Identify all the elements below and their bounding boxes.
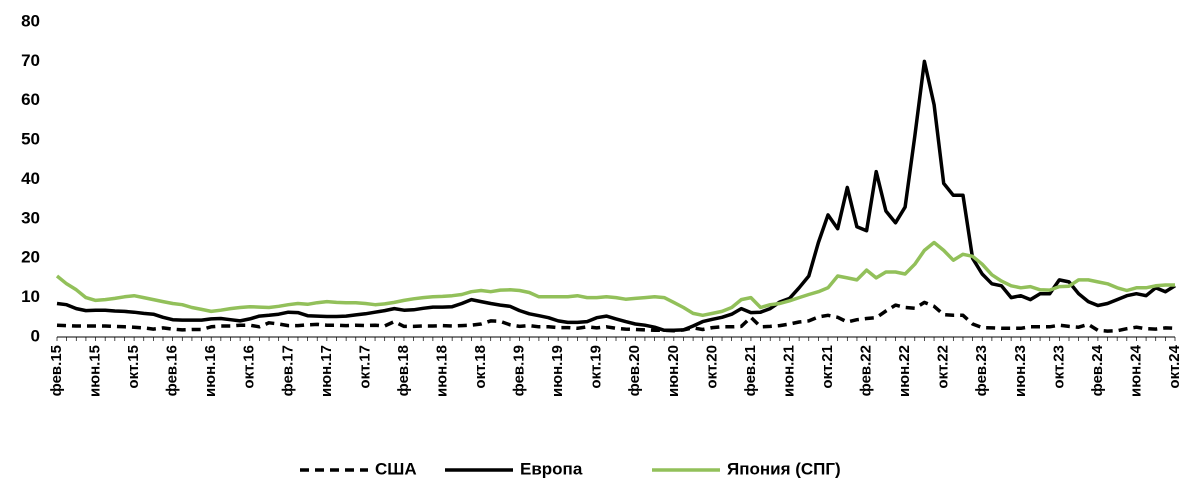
x-tick-label: фев.17: [279, 345, 296, 396]
y-tick-label: 70: [21, 51, 40, 70]
x-tick-label: июн.19: [549, 345, 566, 397]
x-tick-label: фев.24: [1089, 344, 1106, 396]
x-tick-label: фев.16: [164, 345, 181, 396]
y-tick-label: 30: [21, 208, 40, 227]
x-tick-label: окт.19: [588, 345, 605, 389]
x-tick-label: фев.19: [511, 345, 528, 396]
y-tick-label: 50: [21, 130, 40, 149]
x-tick-label: фев.21: [742, 345, 759, 396]
x-tick-label: окт.21: [819, 345, 836, 389]
x-tick-label: фев.18: [395, 345, 412, 396]
x-tick-label: июн.15: [87, 345, 104, 397]
y-tick-label: 60: [21, 90, 40, 109]
y-tick-label: 10: [21, 287, 40, 306]
x-tick-label: июн.18: [433, 345, 450, 397]
x-tick-label: июн.24: [1127, 344, 1144, 397]
legend-label: Япония (СПГ): [727, 459, 841, 478]
x-tick-label: окт.18: [472, 345, 489, 389]
legend-label: США: [375, 459, 417, 478]
x-tick-label: фев.15: [48, 345, 65, 396]
y-tick-label: 0: [31, 326, 40, 345]
y-tick-label: 40: [21, 169, 40, 188]
x-tick-label: фев.23: [973, 345, 990, 396]
x-tick-label: фев.20: [626, 345, 643, 396]
series-line: [56, 59, 1176, 333]
x-tick-label: июн.16: [202, 345, 219, 397]
x-tick-label: фев.22: [858, 345, 875, 396]
y-tick-label: 80: [21, 11, 40, 30]
x-tick-label: окт.17: [356, 345, 373, 389]
x-tick-label: окт.16: [241, 345, 258, 389]
y-tick-label: 20: [21, 248, 40, 267]
x-tick-label: июн.20: [665, 345, 682, 397]
x-tick-label: окт.22: [935, 345, 952, 389]
x-tick-label: июн.22: [896, 345, 913, 397]
x-tick-label: июн.17: [318, 345, 335, 397]
x-tick-label: окт.24: [1166, 344, 1183, 388]
legend-label: Европа: [520, 459, 583, 478]
series-line: [56, 300, 1176, 333]
x-tick-label: окт.15: [125, 345, 142, 389]
x-tick-label: окт.23: [1050, 345, 1067, 389]
x-tick-label: июн.23: [1012, 345, 1029, 397]
x-tick-label: окт.20: [703, 345, 720, 389]
x-tick-label: июн.21: [780, 345, 797, 397]
series-line: [55, 240, 1175, 318]
